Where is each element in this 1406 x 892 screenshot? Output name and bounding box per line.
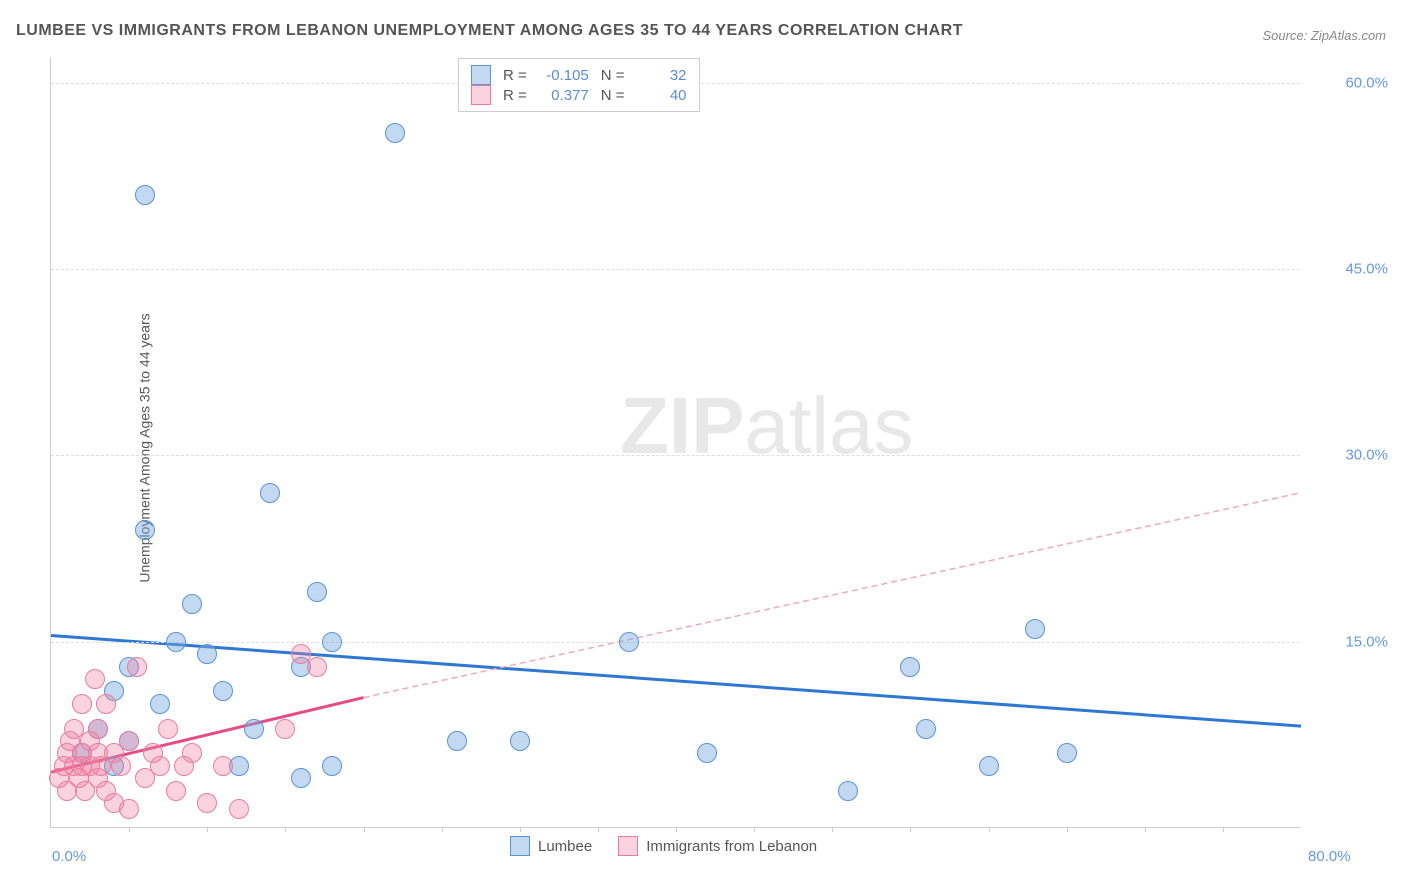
scatter-point — [182, 594, 202, 614]
scatter-point — [135, 185, 155, 205]
y-tick-label: 15.0% — [1345, 633, 1388, 650]
x-tick — [832, 827, 833, 832]
legend-swatch — [618, 836, 638, 856]
chart-title: LUMBEE VS IMMIGRANTS FROM LEBANON UNEMPL… — [16, 22, 963, 40]
legend-label: Immigrants from Lebanon — [646, 838, 817, 855]
scatter-point — [96, 694, 116, 714]
scatter-point — [166, 781, 186, 801]
scatter-point — [244, 719, 264, 739]
n-label: N = — [601, 87, 625, 104]
series-legend: Lumbee Immigrants from Lebanon — [510, 836, 817, 856]
scatter-point — [158, 719, 178, 739]
scatter-point — [135, 520, 155, 540]
scatter-point — [229, 799, 249, 819]
scatter-point — [127, 657, 147, 677]
scatter-point — [900, 657, 920, 677]
scatter-point — [307, 657, 327, 677]
scatter-point — [1057, 743, 1077, 763]
scatter-point — [88, 719, 108, 739]
scatter-point — [385, 123, 405, 143]
x-tick — [520, 827, 521, 832]
legend-label: Lumbee — [538, 838, 592, 855]
scatter-point — [150, 756, 170, 776]
scatter-point — [510, 731, 530, 751]
x-tick — [1067, 827, 1068, 832]
legend-swatch — [510, 836, 530, 856]
scatter-point — [72, 694, 92, 714]
scatter-point — [979, 756, 999, 776]
scatter-point — [213, 756, 233, 776]
chart-plot-area — [50, 58, 1300, 828]
x-tick — [442, 827, 443, 832]
scatter-point — [619, 632, 639, 652]
y-tick-label: 45.0% — [1345, 261, 1388, 278]
chart-svg — [51, 58, 1301, 828]
scatter-point — [838, 781, 858, 801]
x-tick — [754, 827, 755, 832]
n-label: N = — [601, 67, 625, 84]
r-value: 0.377 — [539, 87, 589, 104]
y-tick-label: 60.0% — [1345, 74, 1388, 91]
x-axis-label-min: 0.0% — [52, 848, 86, 865]
scatter-point — [150, 694, 170, 714]
scatter-point — [916, 719, 936, 739]
scatter-point — [275, 719, 295, 739]
scatter-point — [697, 743, 717, 763]
scatter-point — [260, 483, 280, 503]
r-value: -0.105 — [539, 67, 589, 84]
scatter-point — [85, 669, 105, 689]
x-tick — [207, 827, 208, 832]
scatter-point — [447, 731, 467, 751]
scatter-point — [111, 756, 131, 776]
x-tick — [364, 827, 365, 832]
x-tick — [129, 827, 130, 832]
scatter-point — [213, 681, 233, 701]
x-tick — [910, 827, 911, 832]
legend-item: Lumbee — [510, 836, 592, 856]
scatter-point — [119, 731, 139, 751]
scatter-point — [119, 799, 139, 819]
gridline — [51, 642, 1300, 643]
x-tick — [285, 827, 286, 832]
r-label: R = — [503, 87, 527, 104]
stats-legend-row: R = -0.105 N = 32 — [471, 65, 687, 85]
x-tick — [1223, 827, 1224, 832]
trendline — [51, 636, 1301, 727]
scatter-point — [291, 768, 311, 788]
scatter-point — [1025, 619, 1045, 639]
r-label: R = — [503, 67, 527, 84]
legend-swatch — [471, 85, 491, 105]
stats-legend-row: R = 0.377 N = 40 — [471, 85, 687, 105]
gridline — [51, 269, 1300, 270]
x-axis-label-max: 80.0% — [1308, 848, 1351, 865]
scatter-point — [322, 756, 342, 776]
x-tick — [989, 827, 990, 832]
stats-legend: R = -0.105 N = 32 R = 0.377 N = 40 — [458, 58, 700, 112]
scatter-point — [307, 582, 327, 602]
legend-item: Immigrants from Lebanon — [618, 836, 817, 856]
y-tick-label: 30.0% — [1345, 447, 1388, 464]
scatter-point — [166, 632, 186, 652]
x-tick — [1145, 827, 1146, 832]
legend-swatch — [471, 65, 491, 85]
source-label: Source: ZipAtlas.com — [1262, 28, 1386, 43]
scatter-point — [182, 743, 202, 763]
gridline — [51, 455, 1300, 456]
n-value: 32 — [637, 67, 687, 84]
scatter-point — [197, 644, 217, 664]
trendline-dashed — [364, 493, 1302, 698]
n-value: 40 — [637, 87, 687, 104]
scatter-point — [197, 793, 217, 813]
x-tick — [676, 827, 677, 832]
x-tick — [598, 827, 599, 832]
scatter-point — [322, 632, 342, 652]
